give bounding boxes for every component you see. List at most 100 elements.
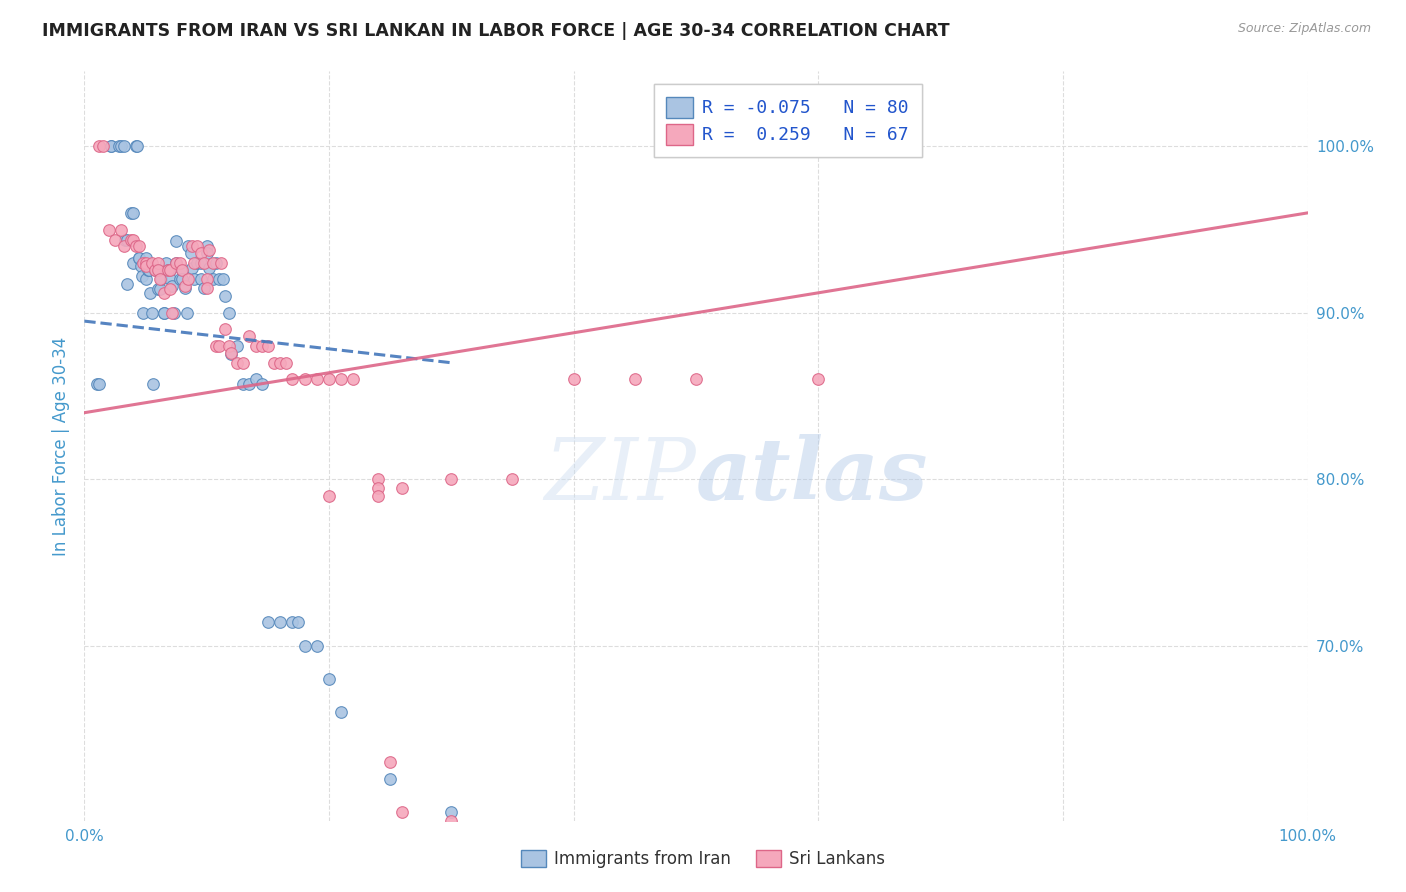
Point bbox=[107, 139, 129, 153]
Point bbox=[186, 239, 208, 253]
Point bbox=[131, 269, 153, 284]
Point bbox=[218, 339, 240, 353]
Point bbox=[156, 262, 179, 277]
Point bbox=[122, 256, 145, 270]
Point bbox=[226, 339, 249, 353]
Point bbox=[169, 272, 191, 286]
Point bbox=[257, 339, 280, 353]
Point bbox=[232, 356, 254, 370]
Text: ZIP: ZIP bbox=[544, 434, 696, 517]
Legend: R = -0.075   N = 80, R =  0.259   N = 67: R = -0.075 N = 80, R = 0.259 N = 67 bbox=[654, 84, 922, 158]
Point bbox=[205, 339, 228, 353]
Point bbox=[807, 372, 830, 386]
Point bbox=[562, 372, 585, 386]
Point bbox=[172, 262, 194, 277]
Point bbox=[208, 272, 231, 286]
Point bbox=[440, 805, 463, 820]
Point bbox=[146, 283, 169, 297]
Point bbox=[172, 262, 194, 277]
Point bbox=[143, 262, 166, 277]
Point bbox=[238, 329, 260, 343]
Point bbox=[159, 262, 181, 277]
Point bbox=[294, 639, 316, 653]
Point bbox=[110, 222, 132, 236]
Point bbox=[165, 256, 187, 270]
Point bbox=[110, 139, 132, 153]
Point bbox=[176, 306, 198, 320]
Point bbox=[201, 256, 224, 270]
Point bbox=[112, 139, 135, 153]
Point bbox=[173, 279, 195, 293]
Point bbox=[87, 377, 110, 392]
Point bbox=[146, 262, 169, 277]
Point bbox=[104, 233, 127, 247]
Point bbox=[120, 206, 142, 220]
Point bbox=[305, 372, 328, 386]
Point bbox=[281, 615, 304, 630]
Point bbox=[149, 283, 172, 297]
Point bbox=[380, 756, 402, 770]
Point bbox=[195, 245, 218, 260]
Point bbox=[208, 339, 231, 353]
Point bbox=[97, 222, 120, 236]
Point bbox=[159, 272, 181, 286]
Point bbox=[120, 233, 142, 247]
Point bbox=[250, 377, 273, 392]
Point bbox=[318, 372, 340, 386]
Point bbox=[129, 259, 152, 273]
Point bbox=[162, 306, 184, 320]
Point bbox=[232, 377, 254, 392]
Point bbox=[250, 339, 273, 353]
Point bbox=[330, 372, 353, 386]
Point bbox=[342, 372, 364, 386]
Point bbox=[125, 139, 148, 153]
Point bbox=[190, 272, 212, 286]
Legend: Immigrants from Iran, Sri Lankans: Immigrants from Iran, Sri Lankans bbox=[515, 843, 891, 875]
Point bbox=[135, 272, 157, 286]
Point bbox=[165, 256, 187, 270]
Point bbox=[162, 279, 184, 293]
Point bbox=[193, 281, 215, 295]
Point bbox=[141, 306, 163, 320]
Point bbox=[146, 256, 169, 270]
Point bbox=[155, 256, 177, 270]
Point bbox=[276, 356, 298, 370]
Point bbox=[269, 356, 291, 370]
Point bbox=[193, 256, 215, 270]
Point bbox=[125, 139, 148, 153]
Point bbox=[173, 281, 195, 295]
Point bbox=[502, 472, 524, 486]
Point bbox=[138, 262, 160, 277]
Point bbox=[146, 262, 169, 277]
Point bbox=[136, 262, 159, 277]
Point bbox=[186, 256, 208, 270]
Point bbox=[219, 347, 242, 361]
Point bbox=[198, 260, 221, 275]
Point bbox=[122, 206, 145, 220]
Point bbox=[172, 272, 194, 286]
Point bbox=[380, 772, 402, 786]
Point bbox=[209, 256, 232, 270]
Point bbox=[440, 472, 463, 486]
Point bbox=[245, 372, 267, 386]
Point bbox=[112, 239, 135, 253]
Point bbox=[287, 615, 309, 630]
Point bbox=[165, 234, 187, 248]
Point bbox=[226, 356, 249, 370]
Point bbox=[132, 306, 155, 320]
Text: Source: ZipAtlas.com: Source: ZipAtlas.com bbox=[1237, 22, 1371, 36]
Point bbox=[214, 289, 236, 303]
Point bbox=[624, 372, 647, 386]
Point bbox=[135, 251, 157, 265]
Text: IMMIGRANTS FROM IRAN VS SRI LANKAN IN LABOR FORCE | AGE 30-34 CORRELATION CHART: IMMIGRANTS FROM IRAN VS SRI LANKAN IN LA… bbox=[42, 22, 950, 40]
Point bbox=[305, 639, 328, 653]
Point bbox=[156, 262, 179, 277]
Point bbox=[100, 139, 122, 153]
Point bbox=[159, 262, 181, 277]
Point bbox=[219, 345, 242, 359]
Point bbox=[163, 306, 186, 320]
Point bbox=[218, 306, 240, 320]
Point bbox=[183, 256, 205, 270]
Point bbox=[205, 256, 228, 270]
Point bbox=[318, 672, 340, 686]
